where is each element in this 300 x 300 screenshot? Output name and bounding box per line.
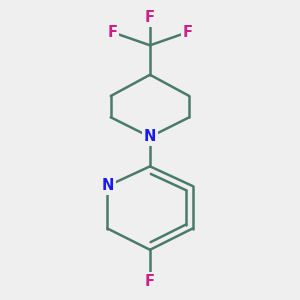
- Text: F: F: [107, 25, 117, 40]
- Text: N: N: [101, 178, 114, 194]
- Text: F: F: [145, 10, 155, 25]
- Text: F: F: [183, 25, 193, 40]
- Text: F: F: [145, 274, 155, 289]
- Text: N: N: [144, 129, 156, 144]
